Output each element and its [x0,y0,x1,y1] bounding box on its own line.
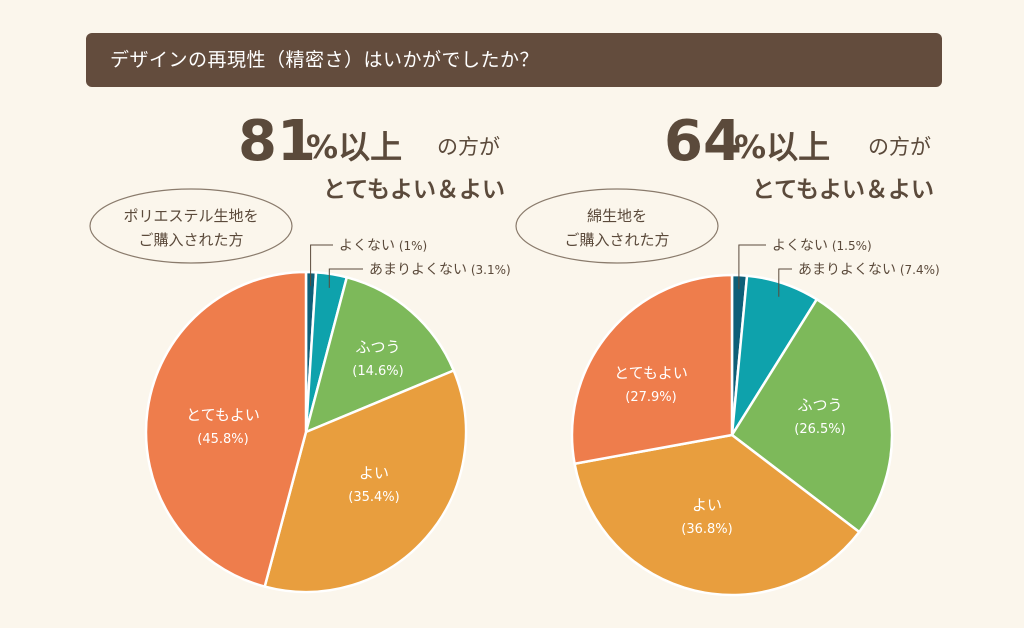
question-banner: デザインの再現性（精密さ）はいかがでしたか？ [86,33,942,87]
callout-label-bad: よくない (1.5%) [772,238,872,254]
slice-normal [304,276,455,434]
headline-suffix: %以上 [306,128,402,166]
slice-value-verygood: (27.9%) [625,390,676,405]
bubble-text-line: ポリエステル生地を [123,207,258,225]
slice-label-good: よい [359,464,389,482]
slice-label-normal: ふつう [797,396,842,414]
slice-label-verygood: とてもよい [614,364,688,382]
callout-label-ratherbad: あまりよくない (7.4%) [798,262,940,278]
headline-percent: 64 [664,109,742,174]
slice-verygood [570,273,734,465]
callout-label-bad: よくない (1%) [339,238,427,254]
slice-value-verygood: (45.8%) [197,432,248,447]
headline-tail: の方が [437,135,500,159]
headline-line2: とてもよい＆よい [323,177,505,203]
headline-tail: の方が [868,135,931,159]
slice-label-verygood: とてもよい [186,406,260,424]
callout-line-ratherbad [328,268,363,288]
bubble-outline [515,188,719,264]
callout-line-bad [310,244,333,287]
slice-label-normal: ふつう [355,338,400,356]
slice-value-normal: (26.5%) [794,422,845,437]
callout-value-text: (1.5%) [828,239,872,253]
slice-value-good: (35.4%) [348,490,399,505]
callout-value-text: (7.4%) [896,263,940,277]
callout-label-text: あまりよくない [369,262,467,278]
callout-label-text: あまりよくない [798,262,896,278]
slice-label-good: よい [692,496,722,514]
slice-value-good: (36.8%) [681,522,732,537]
headline-line2: とてもよい＆よい [752,177,934,203]
slice-verygood [144,270,308,588]
question-text: デザインの再現性（精密さ）はいかがでしたか？ [110,49,540,71]
bubble-text-line: ご購入された方 [138,231,243,249]
headline-suffix: %以上 [734,128,830,166]
bubble-text-line: 綿生地を [587,207,647,225]
slice-good [263,369,468,594]
callout-line-bad [738,244,766,290]
slice-normal [730,298,894,534]
callout-label-text: よくない [772,238,828,254]
slice-value-normal: (14.6%) [352,364,403,379]
callout-value-text: (3.1%) [467,263,511,277]
callout-label-ratherbad: あまりよくない (3.1%) [369,262,511,278]
bubble-text-line: ご購入された方 [564,231,669,249]
callout-label-text: よくない [339,238,395,254]
slice-good [573,433,861,597]
headline-percent: 81 [238,109,316,174]
callout-line-ratherbad [778,268,792,297]
bubble-outline [89,188,293,264]
callout-value-text: (1%) [395,239,427,253]
